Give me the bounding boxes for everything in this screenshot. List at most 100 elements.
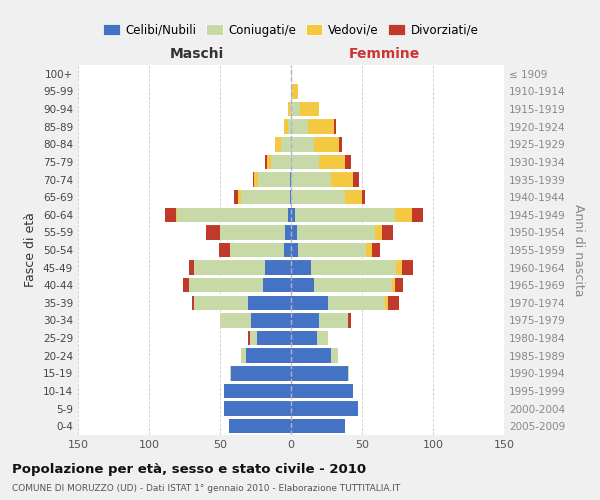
Bar	[348, 314, 350, 328]
Bar	[288, 102, 290, 117]
Bar	[251, 314, 291, 328]
Bar	[230, 243, 284, 257]
Bar	[314, 137, 339, 152]
Bar	[362, 190, 365, 204]
Bar	[412, 208, 423, 222]
Bar	[395, 278, 403, 292]
Bar	[291, 402, 358, 416]
Bar	[388, 296, 399, 310]
Bar	[345, 190, 362, 204]
Bar	[366, 243, 372, 257]
Bar	[299, 102, 319, 117]
Bar	[234, 190, 238, 204]
Bar	[220, 225, 286, 240]
Text: Maschi: Maschi	[170, 48, 224, 62]
Bar	[392, 278, 395, 292]
Bar	[372, 243, 380, 257]
Text: Popolazione per età, sesso e stato civile - 2010: Popolazione per età, sesso e stato civil…	[12, 462, 366, 475]
Bar	[281, 137, 291, 152]
Bar	[331, 348, 338, 363]
Bar	[291, 172, 331, 186]
Bar	[402, 260, 413, 275]
Bar	[291, 190, 345, 204]
Bar	[248, 296, 291, 310]
Bar	[290, 190, 291, 204]
Bar	[271, 154, 291, 169]
Bar	[290, 172, 291, 186]
Bar	[291, 137, 314, 152]
Bar	[291, 314, 319, 328]
Bar	[220, 314, 251, 328]
Bar	[189, 260, 194, 275]
Bar	[291, 366, 348, 380]
Bar	[238, 190, 241, 204]
Bar	[295, 208, 395, 222]
Bar	[291, 296, 328, 310]
Bar	[288, 208, 291, 222]
Bar	[164, 208, 176, 222]
Bar	[257, 331, 291, 345]
Bar	[296, 225, 375, 240]
Bar	[218, 243, 230, 257]
Bar	[292, 84, 298, 98]
Bar	[267, 154, 271, 169]
Bar	[385, 296, 388, 310]
Bar	[290, 102, 291, 117]
Bar	[230, 366, 232, 380]
Bar	[254, 172, 259, 186]
Bar	[291, 102, 299, 117]
Legend: Celibi/Nubili, Coniugati/e, Vedovi/e, Divorziati/e: Celibi/Nubili, Coniugati/e, Vedovi/e, Di…	[98, 19, 484, 42]
Bar	[291, 243, 298, 257]
Bar	[224, 402, 291, 416]
Bar	[291, 260, 311, 275]
Bar	[245, 348, 291, 363]
Bar	[284, 120, 288, 134]
Bar	[253, 172, 254, 186]
Bar	[250, 331, 257, 345]
Bar	[189, 278, 263, 292]
Bar	[308, 120, 334, 134]
Bar	[248, 331, 250, 345]
Bar	[291, 419, 345, 434]
Bar	[395, 208, 412, 222]
Bar	[291, 278, 314, 292]
Bar	[206, 225, 220, 240]
Bar	[298, 243, 366, 257]
Bar	[291, 154, 319, 169]
Bar	[314, 278, 392, 292]
Bar	[291, 384, 353, 398]
Bar	[284, 243, 291, 257]
Bar	[291, 331, 317, 345]
Bar	[259, 172, 290, 186]
Bar	[291, 225, 296, 240]
Bar	[229, 419, 291, 434]
Bar	[319, 154, 345, 169]
Bar	[265, 154, 267, 169]
Bar	[339, 137, 342, 152]
Bar	[286, 225, 291, 240]
Bar	[288, 120, 291, 134]
Bar	[311, 260, 396, 275]
Bar	[224, 384, 291, 398]
Bar	[183, 278, 189, 292]
Text: Femmine: Femmine	[349, 48, 421, 62]
Bar	[291, 348, 331, 363]
Bar	[194, 296, 248, 310]
Bar	[275, 137, 281, 152]
Bar	[328, 296, 385, 310]
Y-axis label: Fasce di età: Fasce di età	[25, 212, 37, 288]
Bar	[317, 331, 328, 345]
Bar	[353, 172, 359, 186]
Bar	[241, 190, 290, 204]
Bar	[291, 120, 308, 134]
Bar	[319, 314, 348, 328]
Bar	[382, 225, 393, 240]
Bar	[345, 154, 350, 169]
Bar	[291, 84, 292, 98]
Bar	[176, 208, 178, 222]
Bar	[194, 260, 265, 275]
Bar	[263, 278, 291, 292]
Bar	[178, 208, 288, 222]
Bar	[334, 120, 337, 134]
Y-axis label: Anni di nascita: Anni di nascita	[572, 204, 585, 296]
